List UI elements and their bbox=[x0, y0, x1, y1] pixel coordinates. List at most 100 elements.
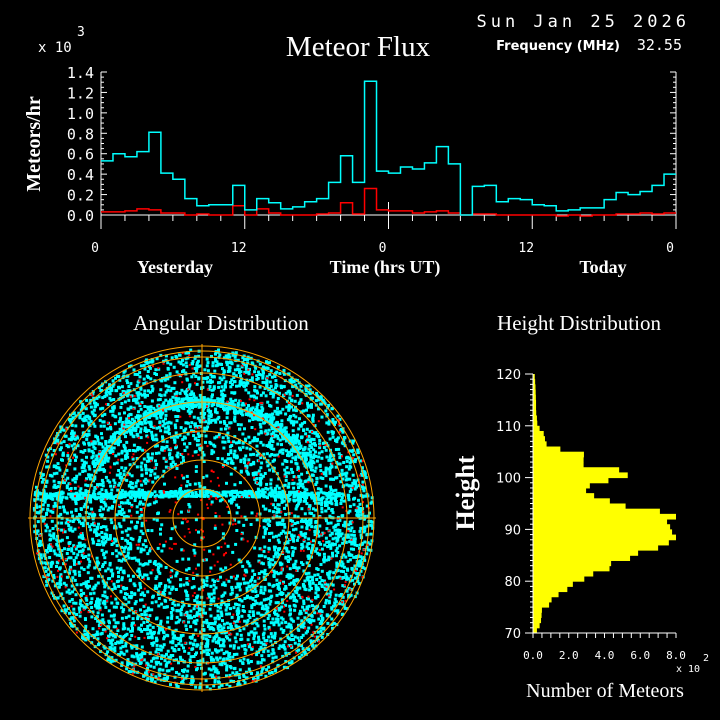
scatter-point bbox=[303, 535, 307, 539]
scatter-point bbox=[308, 504, 312, 508]
scatter-point bbox=[263, 627, 267, 631]
scatter-point bbox=[358, 510, 362, 514]
scatter-point bbox=[318, 446, 322, 450]
scatter-point bbox=[340, 472, 344, 476]
scatter-point bbox=[87, 473, 91, 477]
scatter-point bbox=[268, 565, 272, 569]
scatter-point bbox=[156, 475, 160, 479]
scatter-point bbox=[317, 617, 321, 621]
scatter-point bbox=[122, 586, 126, 590]
scatter-point bbox=[259, 393, 263, 397]
scatter-point bbox=[123, 411, 126, 415]
scatter-point bbox=[113, 649, 117, 653]
scatter-point bbox=[142, 377, 146, 381]
scatter-point bbox=[89, 601, 93, 605]
scatter-point bbox=[225, 682, 229, 686]
scatter-point bbox=[164, 354, 168, 358]
scatter-point bbox=[351, 578, 355, 582]
scatter-point bbox=[41, 503, 45, 507]
scatter-point bbox=[324, 536, 328, 540]
frequency-label: Frequency (MHz) bbox=[496, 39, 620, 54]
scatter-point bbox=[52, 536, 56, 540]
scatter-point bbox=[284, 471, 288, 475]
scatter-point bbox=[237, 368, 241, 372]
scatter-point bbox=[238, 629, 242, 632]
scatter-point bbox=[159, 527, 162, 531]
scatter-point bbox=[110, 506, 114, 510]
scatter-point bbox=[88, 584, 91, 588]
scatter-point bbox=[187, 557, 191, 561]
scatter-point bbox=[221, 394, 225, 398]
scatter-point bbox=[329, 458, 333, 462]
scatter-point bbox=[249, 660, 253, 663]
scatter-point bbox=[102, 500, 106, 504]
scatter-point bbox=[53, 441, 56, 445]
scatter-point bbox=[269, 599, 273, 603]
scatter-point bbox=[268, 509, 272, 513]
scatter-point bbox=[210, 395, 214, 399]
scatter-point bbox=[160, 628, 164, 632]
scatter-point bbox=[132, 443, 136, 447]
scatter-point bbox=[52, 449, 56, 452]
scatter-point bbox=[109, 387, 113, 391]
scatter-point bbox=[241, 445, 245, 449]
scatter-point bbox=[257, 635, 260, 639]
scatter-point bbox=[214, 410, 217, 414]
flux-y-tick-label: 0.6 bbox=[67, 146, 94, 164]
scatter-point bbox=[338, 518, 342, 522]
scatter-point bbox=[205, 364, 209, 368]
scatter-point bbox=[52, 479, 56, 483]
scatter-point bbox=[116, 601, 120, 605]
scatter-point bbox=[340, 441, 344, 445]
scatter-point bbox=[141, 576, 145, 579]
scatter-point bbox=[257, 452, 261, 456]
scatter-point bbox=[330, 508, 334, 512]
scatter-point bbox=[112, 582, 116, 586]
scatter-point bbox=[364, 494, 367, 498]
scatter-point bbox=[267, 443, 271, 447]
scatter-point bbox=[248, 447, 252, 451]
scatter-point bbox=[113, 414, 117, 418]
scatter-point bbox=[171, 639, 175, 643]
scatter-point bbox=[129, 536, 133, 540]
scatter-point bbox=[83, 502, 87, 506]
scatter-point bbox=[161, 474, 165, 478]
scatter-point bbox=[199, 411, 203, 415]
scatter-point bbox=[334, 532, 338, 536]
scatter-point bbox=[149, 377, 153, 381]
scatter-point bbox=[37, 542, 41, 546]
scatter-point bbox=[209, 584, 213, 588]
flux-x-tick-label: 0 bbox=[666, 241, 674, 256]
scatter-point bbox=[242, 457, 246, 461]
scatter-point bbox=[347, 498, 351, 502]
scatter-point bbox=[293, 635, 297, 639]
scatter-point bbox=[246, 638, 250, 642]
scatter-point bbox=[274, 386, 277, 390]
scatter-point bbox=[167, 385, 171, 389]
scatter-point bbox=[88, 401, 92, 405]
scatter-point bbox=[175, 454, 179, 458]
scatter-point bbox=[264, 507, 268, 511]
scatter-point bbox=[304, 384, 308, 388]
scatter-point bbox=[253, 573, 257, 576]
scatter-point bbox=[139, 427, 143, 431]
scatter-point bbox=[43, 566, 47, 570]
scatter-point bbox=[258, 422, 262, 426]
scatter-point bbox=[152, 501, 156, 505]
scatter-point bbox=[106, 459, 110, 463]
scatter-point bbox=[70, 444, 74, 448]
scatter-point bbox=[155, 518, 159, 522]
scatter-point bbox=[255, 477, 259, 481]
scatter-point bbox=[292, 603, 296, 607]
scatter-point bbox=[242, 581, 246, 585]
scatter-point bbox=[185, 590, 189, 594]
scatter-point bbox=[161, 668, 165, 672]
scatter-point bbox=[313, 431, 317, 435]
scatter-point bbox=[132, 582, 136, 586]
scatter-point bbox=[331, 511, 335, 515]
scatter-point bbox=[262, 624, 266, 628]
scatter-point bbox=[338, 529, 342, 532]
scatter-point bbox=[350, 587, 354, 591]
scatter-point bbox=[139, 661, 143, 665]
scatter-point bbox=[265, 668, 269, 672]
